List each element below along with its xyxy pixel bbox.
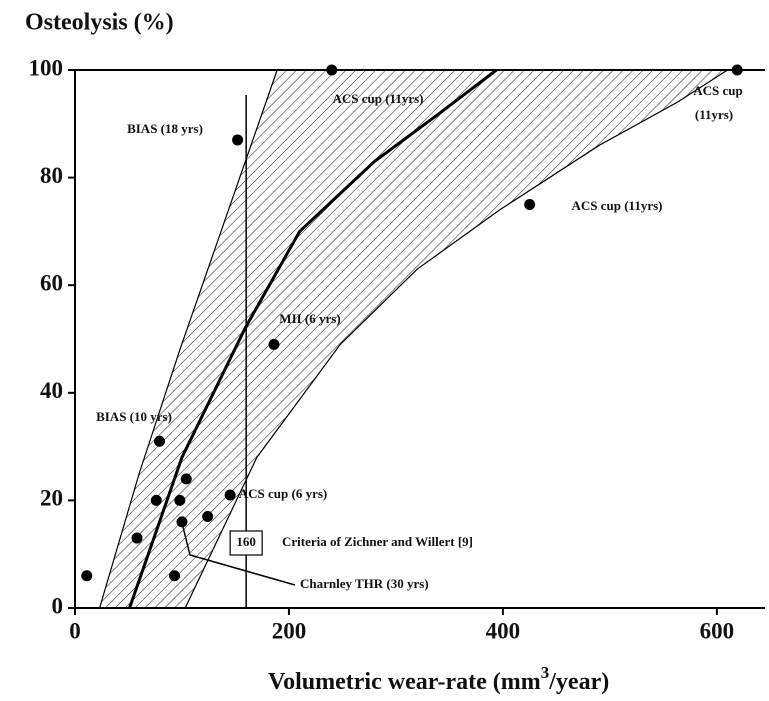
x-tick-label: 400: [486, 618, 521, 643]
data-point: [176, 516, 188, 528]
x-tick-label: 0: [69, 618, 81, 643]
data-point: [154, 435, 166, 447]
band-edge: [99, 69, 278, 609]
annotation: (11yrs): [695, 107, 733, 122]
band: [99, 70, 728, 608]
data-point: [81, 570, 93, 582]
y-tick-label: 80: [40, 163, 63, 188]
annotation: ACS cup (6 yrs): [239, 486, 327, 501]
x-tick-label: 200: [272, 618, 307, 643]
x-axis-label: Volumetric wear-rate (mm3/year): [268, 663, 609, 695]
data-point: [326, 64, 338, 76]
annotation: ACS cup: [693, 83, 743, 98]
data-point: [268, 338, 280, 350]
data-point: [131, 532, 143, 544]
y-tick-label: 40: [40, 378, 63, 403]
criteria-label: 160: [236, 534, 256, 549]
data-point: [174, 494, 186, 506]
mean-curve: [128, 68, 498, 609]
leader-line: [182, 526, 296, 586]
criteria-box: [229, 530, 263, 556]
data-point: [524, 199, 536, 210]
data-point: [180, 473, 192, 485]
y-tick-label: 100: [29, 55, 64, 80]
annotation: Charnley THR (30 yrs): [300, 576, 429, 591]
data-point: [168, 570, 180, 582]
data-point: [224, 489, 236, 501]
y-tick-label: 60: [40, 270, 63, 295]
data-point: [202, 511, 214, 523]
chart-title: Osteolysis (%): [25, 10, 174, 36]
y-tick-label: 0: [52, 593, 64, 618]
annotation: BIAS (10 yrs): [96, 409, 172, 424]
band-edge: [184, 69, 728, 609]
data-point: [232, 134, 244, 146]
annotation: MII (6 yrs): [279, 311, 340, 326]
annotation: Criteria of Zichner and Willert [9]: [282, 534, 473, 549]
data-point: [731, 64, 743, 76]
annotation: BIAS (18 yrs): [127, 121, 203, 136]
x-tick-label: 600: [700, 618, 735, 643]
annotation: ACS cup (11yrs): [332, 91, 423, 106]
data-point: [150, 494, 162, 506]
y-tick-label: 20: [40, 486, 63, 511]
annotation: ACS cup (11yrs): [571, 198, 662, 213]
